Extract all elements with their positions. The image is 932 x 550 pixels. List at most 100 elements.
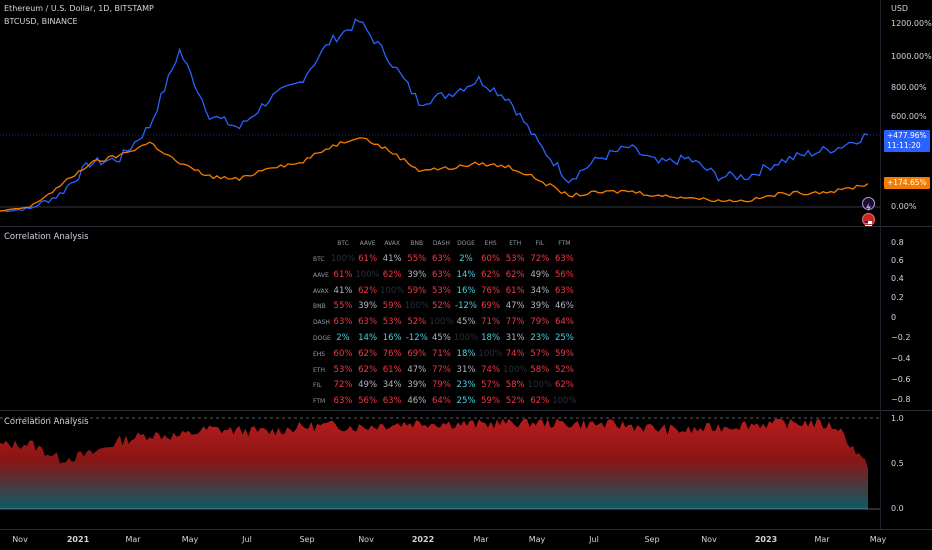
corr-cell: 55%	[333, 301, 353, 312]
corr-row-header: FIL	[313, 382, 322, 390]
corr-cell: 53%	[333, 364, 353, 375]
corr-cell: 100%	[453, 333, 479, 343]
corr-cell: 63%	[554, 254, 574, 264]
area-tick: 1.0	[891, 414, 904, 423]
corr-cell: 23%	[530, 333, 550, 343]
corr-cell: 61%	[333, 269, 353, 280]
corr-cell: 62%	[505, 269, 525, 280]
corr-cell: 62%	[481, 269, 501, 280]
corr-cell: 39%	[407, 269, 427, 280]
eth-value: +477.96%	[887, 131, 927, 140]
us-flag-icon[interactable]	[862, 213, 875, 226]
time-axis-label: Nov	[12, 535, 28, 544]
compare-symbol-title[interactable]: BTCUSD, BINANCE	[4, 17, 78, 26]
pane-divider-2[interactable]	[0, 410, 932, 411]
corr-cell: 62%	[530, 396, 550, 407]
corr-col-header: BTC	[337, 240, 349, 247]
corr-cell: 63%	[333, 396, 353, 407]
corr-col-header: FTM	[558, 240, 571, 247]
corr-cell: 62%	[382, 269, 402, 280]
corr-cell: 25%	[554, 333, 574, 343]
corr-tick: 0.6	[891, 256, 904, 265]
corr-cell: 100%	[380, 285, 405, 296]
currency-label[interactable]: USD	[891, 4, 909, 13]
correlation-area[interactable]	[0, 418, 868, 509]
corr-cell: 52%	[554, 364, 574, 375]
time-axis-label: Sep	[299, 535, 315, 544]
corr-tick: 0.4	[891, 274, 904, 283]
corr-cell: 47%	[407, 364, 427, 375]
corr-col-header: FIL	[535, 240, 545, 247]
corr-cell: 60%	[333, 348, 353, 359]
corr-cell: 39%	[407, 380, 427, 391]
time-axis-label: May	[869, 535, 887, 544]
corr-cell: 53%	[505, 254, 525, 264]
corr-cell: 100%	[429, 317, 454, 328]
corr-cell: 63%	[358, 317, 378, 328]
time-axis-label: May	[528, 535, 546, 544]
main-symbol-title[interactable]: Ethereum / U.S. Dollar, 1D, BITSTAMP	[4, 4, 154, 13]
corr-cell: 79%	[431, 380, 451, 391]
correlation-table-title[interactable]: Correlation Analysis	[4, 232, 89, 242]
corr-cell: 52%	[407, 317, 427, 328]
corr-row-header: AAVE	[313, 271, 329, 279]
lightning-icon[interactable]	[862, 197, 875, 212]
corr-cell: 34%	[530, 285, 550, 296]
corr-cell: 25%	[456, 396, 476, 407]
corr-row-header: BTC	[313, 256, 325, 263]
corr-cell: 100%	[552, 396, 577, 407]
corr-cell: 76%	[382, 348, 402, 359]
price-tick: 1000.00%	[891, 52, 932, 61]
corr-cell: 18%	[481, 333, 501, 343]
corr-cell: 39%	[358, 301, 378, 312]
time-axis-label: 2021	[66, 535, 90, 544]
corr-cell: 14%	[456, 269, 476, 280]
corr-cell: 31%	[456, 364, 476, 375]
correlation-area-title[interactable]: Correlation Analysis	[4, 417, 89, 427]
corr-cell: 60%	[481, 254, 501, 264]
corr-cell: 49%	[530, 269, 550, 280]
corr-cell: 39%	[530, 301, 550, 312]
corr-cell: 74%	[481, 364, 501, 375]
corr-cell: 59%	[481, 396, 501, 407]
price-tick: 600.00%	[891, 112, 927, 121]
corr-cell: 45%	[431, 333, 451, 343]
corr-cell: -12%	[455, 301, 477, 312]
corr-cell: 52%	[431, 301, 451, 312]
corr-cell: 100%	[527, 380, 552, 391]
time-axis-label: Mar	[473, 535, 489, 544]
corr-cell: 52%	[505, 396, 525, 407]
corr-cell: 16%	[382, 333, 402, 343]
corr-cell: 31%	[505, 333, 525, 343]
corr-cell: 16%	[456, 285, 476, 296]
corr-cell: 58%	[505, 380, 525, 391]
price-axis-separator	[880, 0, 881, 529]
corr-cell: 62%	[554, 380, 574, 391]
eth-value-badge: +477.96% 11:11:20	[884, 130, 930, 152]
corr-cell: 23%	[456, 380, 476, 391]
corr-cell: 61%	[358, 254, 378, 264]
pane-divider-1[interactable]	[0, 226, 932, 227]
price-tick: 800.00%	[891, 83, 927, 92]
corr-tick: 0.8	[891, 238, 904, 247]
pane-divider-3	[0, 529, 932, 530]
corr-cell: 49%	[358, 380, 378, 391]
corr-cell: 76%	[481, 285, 501, 296]
btc-value: +174.65%	[887, 178, 927, 187]
corr-cell: 61%	[382, 364, 402, 375]
corr-cell: 14%	[358, 333, 378, 343]
corr-cell: 100%	[355, 269, 380, 280]
corr-col-header: DOGE	[457, 240, 475, 247]
corr-row-header: FTM	[313, 398, 326, 406]
corr-cell: 34%	[382, 380, 402, 391]
time-axis-label: Jul	[589, 535, 599, 544]
corr-cell: 56%	[554, 269, 574, 280]
time-axis-label: May	[181, 535, 199, 544]
btcusd-price-line[interactable]	[0, 137, 869, 212]
time-axis-label: Nov	[358, 535, 374, 544]
corr-cell: 79%	[530, 317, 550, 328]
corr-cell: 100%	[330, 254, 356, 264]
corr-cell: 64%	[431, 396, 451, 407]
ethusd-price-line[interactable]	[0, 18, 869, 213]
corr-tick: 0	[891, 313, 897, 322]
